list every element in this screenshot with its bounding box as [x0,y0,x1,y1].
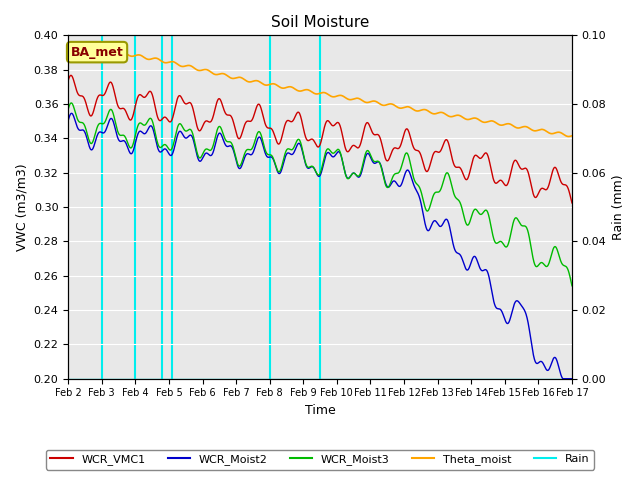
Text: BA_met: BA_met [70,46,124,59]
Y-axis label: Rain (mm): Rain (mm) [612,174,625,240]
Title: Soil Moisture: Soil Moisture [271,15,369,30]
X-axis label: Time: Time [305,404,335,417]
Y-axis label: VWC (m3/m3): VWC (m3/m3) [15,163,28,251]
Legend: WCR_VMC1, WCR_Moist2, WCR_Moist3, Theta_moist, Rain: WCR_VMC1, WCR_Moist2, WCR_Moist3, Theta_… [46,450,594,469]
